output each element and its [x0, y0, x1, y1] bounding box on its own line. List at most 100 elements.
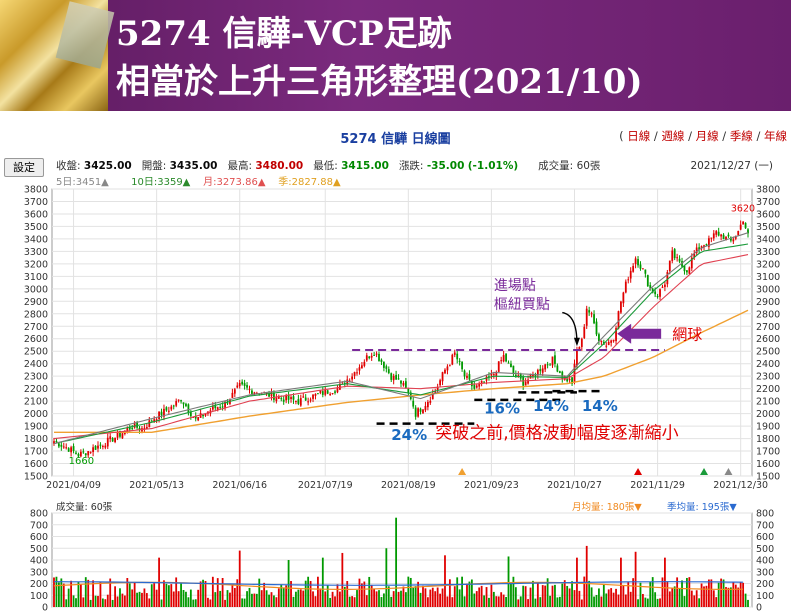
candle-body	[490, 373, 493, 376]
volume-bar	[742, 582, 745, 607]
volume-bar	[466, 583, 468, 607]
volume-bar	[295, 591, 297, 607]
low-price-label: 1660	[69, 456, 94, 467]
volume-bar	[329, 597, 332, 607]
volume-bar	[451, 597, 454, 607]
volume-bar	[634, 551, 637, 607]
volume-bar	[226, 590, 229, 607]
candle-body	[253, 392, 256, 395]
volume-bar	[729, 587, 732, 607]
settings-button[interactable]: 設定	[4, 158, 44, 177]
volume-bar	[656, 598, 659, 607]
volume-bar	[292, 596, 295, 607]
ma20-line	[53, 254, 749, 440]
volume-bar	[468, 581, 471, 607]
volume-bar	[686, 577, 688, 607]
candle-body	[561, 371, 564, 379]
ma10-legend: 10日:3359▲	[131, 177, 191, 188]
change-label: 漲跌:	[398, 160, 424, 172]
candle-body	[686, 270, 688, 273]
volume-bar	[121, 593, 124, 607]
candle-body	[615, 327, 617, 342]
link-monthly[interactable]: 月線	[695, 129, 719, 143]
current-date: 2021/12/27 (一)	[690, 160, 773, 172]
candle-body	[402, 382, 405, 386]
volume-bar	[683, 596, 686, 607]
volume-bar	[602, 584, 605, 607]
event-marker	[458, 468, 467, 475]
candle-body	[451, 354, 454, 365]
candle-body	[742, 221, 745, 225]
volume-bar	[199, 581, 202, 607]
volume-bar	[715, 597, 718, 607]
candle-body	[336, 388, 339, 393]
price-tick-label: 2400	[756, 359, 780, 370]
candle-body	[671, 250, 674, 261]
candle-body	[407, 388, 410, 393]
volume-bar	[131, 589, 134, 607]
candle-body	[314, 393, 317, 396]
ma10-line	[53, 243, 749, 445]
candle-body	[429, 400, 432, 403]
open-value: 3435.00	[169, 160, 218, 172]
volume-bar	[170, 584, 173, 607]
volume-bar	[255, 593, 258, 607]
link-weekly[interactable]: 週線	[661, 129, 685, 143]
volume-bar	[89, 599, 92, 607]
link-daily[interactable]: 日線	[627, 129, 651, 143]
volume-bar	[725, 587, 727, 607]
candle-body	[475, 385, 478, 388]
candle-body	[295, 400, 297, 402]
volume-bar	[312, 591, 314, 607]
volume-bar	[522, 585, 525, 607]
candle-body	[65, 447, 68, 449]
change-value: -35.00	[426, 160, 465, 172]
price-tick-label: 1700	[24, 447, 48, 458]
volume-tick-label: 200	[756, 579, 774, 590]
candle-body	[456, 353, 459, 360]
candle-body	[270, 392, 273, 397]
candle-body	[282, 399, 285, 402]
volume-bar	[400, 590, 402, 607]
volume-bar	[708, 579, 710, 607]
candle-body	[84, 453, 87, 456]
candle-body	[717, 231, 720, 236]
volume-tick-label: 200	[30, 579, 48, 590]
banknote-decoration	[55, 1, 115, 69]
volume-bar	[580, 599, 583, 607]
candle-body	[546, 364, 549, 366]
volume-bar	[136, 592, 138, 607]
candle-body	[104, 445, 107, 448]
candle-body	[551, 356, 554, 366]
volume-bar	[510, 583, 512, 607]
volume-bar	[290, 581, 292, 607]
candle-body	[514, 374, 517, 377]
volume-bar	[512, 576, 515, 607]
candle-body	[204, 413, 207, 416]
volume-bar	[563, 580, 566, 607]
ma20-legend: 月:3273.86▲	[203, 177, 266, 188]
close-value: 3425.00	[83, 160, 132, 172]
volume-bar	[299, 589, 302, 607]
volume-label: 成交量:	[538, 160, 574, 172]
candle-body	[114, 437, 116, 443]
candle-body	[319, 390, 322, 393]
quote-row: 收盤: 3425.00 開盤: 3435.00 最高: 3480.00 最低: …	[56, 158, 600, 173]
candle-body	[412, 400, 415, 407]
volume-bar	[246, 591, 248, 607]
link-quarterly[interactable]: 季線	[729, 129, 753, 143]
candle-body	[485, 376, 488, 381]
price-tick-label: 2600	[24, 334, 48, 345]
link-yearly[interactable]: 年線	[764, 129, 787, 143]
volume-bar	[598, 588, 600, 607]
candle-body	[576, 350, 578, 366]
ma-legend: 5日:3451▲ 10日:3359▲ 月:3273.86▲ 季:2827.88▲	[56, 173, 341, 188]
date-tick-label: 2021/06/16	[212, 480, 267, 491]
event-marker	[724, 468, 733, 475]
candle-body	[177, 399, 180, 401]
volume-bar	[590, 587, 593, 607]
price-tick-label: 2600	[756, 334, 780, 345]
candle-body	[224, 401, 226, 408]
volume-bar	[180, 583, 182, 607]
